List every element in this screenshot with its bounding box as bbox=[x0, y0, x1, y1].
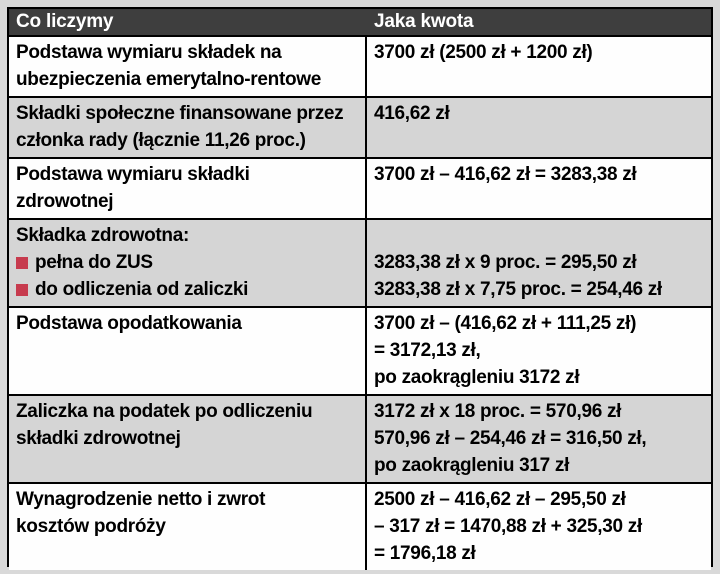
row-label-cell: Podstawa opodatkowania bbox=[9, 308, 367, 394]
row-value-cell: 3172 zł x 18 proc. = 570,96 zł 570,96 zł… bbox=[367, 396, 711, 482]
row-value-cell: 416,62 zł bbox=[367, 98, 711, 157]
value-line: 3172 zł x 18 proc. = 570,96 zł bbox=[374, 401, 622, 422]
label-line: składki zdrowotnej bbox=[16, 428, 181, 449]
value-line: 3283,38 zł x 9 proc. = 295,50 zł bbox=[374, 252, 637, 273]
table-row: Wynagrodzenie netto i zwrot kosztów podr… bbox=[9, 482, 711, 570]
value-line: 3283,38 zł x 7,75 proc. = 254,46 zł bbox=[374, 279, 662, 300]
bullet-icon bbox=[16, 257, 28, 269]
value-line: 416,62 zł bbox=[374, 103, 450, 124]
row-value-cell: 3700 zł – (416,62 zł + 111,25 zł) = 3172… bbox=[367, 308, 711, 394]
label-line: zdrowotnej bbox=[16, 191, 114, 212]
value-line bbox=[374, 222, 705, 249]
value-line: 3700 zł – (416,62 zł + 111,25 zł) bbox=[374, 313, 637, 334]
row-label-cell: Zaliczka na podatek po odliczeniu składk… bbox=[9, 396, 367, 482]
bullet-line: do odliczenia od zaliczki bbox=[16, 276, 359, 303]
label-line: ubezpieczenia emerytalno-rentowe bbox=[16, 69, 322, 90]
bullet-icon bbox=[16, 284, 28, 296]
label-line: członka rady (łącznie 11,26 proc.) bbox=[16, 130, 306, 151]
bullet-text: do odliczenia od zaliczki bbox=[35, 279, 249, 300]
value-line: – 317 zł = 1470,88 zł + 325,30 zł bbox=[374, 516, 642, 537]
row-label-cell: Wynagrodzenie netto i zwrot kosztów podr… bbox=[9, 484, 367, 570]
bullet-line: pełna do ZUS bbox=[16, 249, 359, 276]
table-row: Składki społeczne finansowane przez czło… bbox=[9, 96, 711, 157]
table-row: Zaliczka na podatek po odliczeniu składk… bbox=[9, 394, 711, 482]
value-line: po zaokrągleniu 317 zł bbox=[374, 455, 570, 476]
table-header-row: Co liczymy Jaka kwota bbox=[9, 9, 711, 35]
label-line: Podstawa opodatkowania bbox=[16, 313, 242, 334]
value-line: po zaokrągleniu 3172 zł bbox=[374, 367, 580, 388]
value-line: 2500 zł – 416,62 zł – 295,50 zł bbox=[374, 489, 626, 510]
row-label-cell: Składka zdrowotna: pełna do ZUS do odlic… bbox=[9, 220, 367, 306]
table-row: Składka zdrowotna: pełna do ZUS do odlic… bbox=[9, 218, 711, 306]
header-co-liczymy: Co liczymy bbox=[16, 11, 114, 32]
label-line: Wynagrodzenie netto i zwrot bbox=[16, 489, 266, 510]
label-line: kosztów podróży bbox=[16, 516, 166, 537]
value-line: 3700 zł (2500 zł + 1200 zł) bbox=[374, 42, 593, 63]
value-line: 3700 zł – 416,62 zł = 3283,38 zł bbox=[374, 164, 637, 185]
row-value-cell: 3700 zł (2500 zł + 1200 zł) bbox=[367, 37, 711, 96]
row-label-cell: Składki społeczne finansowane przez czło… bbox=[9, 98, 367, 157]
table-row: Podstawa opodatkowania 3700 zł – (416,62… bbox=[9, 306, 711, 394]
label-line: Składka zdrowotna: bbox=[16, 225, 190, 246]
row-label-cell: Podstawa wymiaru składek na ubezpieczeni… bbox=[9, 37, 367, 96]
calculation-table: Co liczymy Jaka kwota Podstawa wymiaru s… bbox=[7, 7, 713, 570]
row-value-cell: 3283,38 zł x 9 proc. = 295,50 zł 3283,38… bbox=[367, 220, 711, 306]
value-line: 570,96 zł – 254,46 zł = 316,50 zł, bbox=[374, 428, 647, 449]
header-jaka-kwota: Jaka kwota bbox=[374, 11, 474, 32]
label-line: Składki społeczne finansowane przez bbox=[16, 103, 344, 124]
row-label-cell: Podstawa wymiaru składki zdrowotnej bbox=[9, 159, 367, 218]
bullet-text: pełna do ZUS bbox=[35, 252, 153, 273]
table-row: Podstawa wymiaru składek na ubezpieczeni… bbox=[9, 35, 711, 96]
value-line: = 1796,18 zł bbox=[374, 543, 476, 564]
table-row: Podstawa wymiaru składki zdrowotnej 3700… bbox=[9, 157, 711, 218]
label-line: Zaliczka na podatek po odliczeniu bbox=[16, 401, 313, 422]
label-line: Podstawa wymiaru składki bbox=[16, 164, 250, 185]
value-line: = 3172,13 zł, bbox=[374, 340, 481, 361]
row-value-cell: 3700 zł – 416,62 zł = 3283,38 zł bbox=[367, 159, 711, 218]
label-line: Podstawa wymiaru składek na bbox=[16, 42, 282, 63]
row-value-cell: 2500 zł – 416,62 zł – 295,50 zł – 317 zł… bbox=[367, 484, 711, 570]
